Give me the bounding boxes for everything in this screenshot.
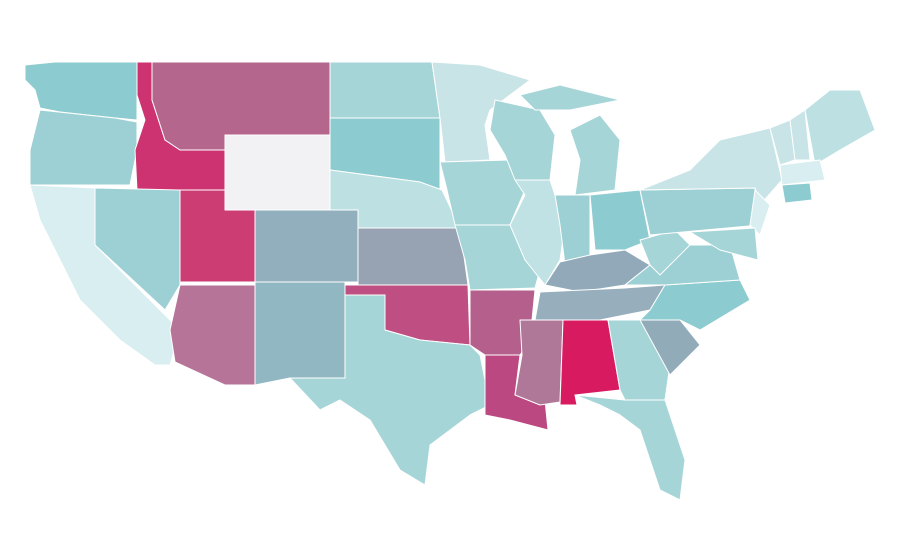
state-region bbox=[574, 394, 686, 501]
state-region bbox=[289, 294, 491, 486]
state-region bbox=[94, 187, 181, 311]
state-region bbox=[514, 319, 564, 406]
state-region bbox=[254, 281, 346, 386]
state-region bbox=[519, 84, 621, 111]
state-region bbox=[689, 227, 759, 261]
state-region bbox=[224, 134, 331, 211]
state-region bbox=[329, 61, 441, 119]
state-region bbox=[254, 209, 359, 283]
state-region bbox=[749, 189, 771, 236]
state-region bbox=[569, 114, 621, 196]
state-region bbox=[357, 227, 469, 286]
state-region bbox=[431, 61, 531, 163]
state-region bbox=[789, 109, 811, 161]
state-region bbox=[639, 187, 761, 236]
state-region bbox=[484, 354, 549, 431]
state-region bbox=[804, 89, 876, 166]
state-region bbox=[589, 189, 651, 251]
state-region bbox=[29, 109, 138, 186]
state-region bbox=[169, 284, 256, 386]
state-region bbox=[781, 182, 813, 204]
state-region bbox=[779, 159, 826, 186]
